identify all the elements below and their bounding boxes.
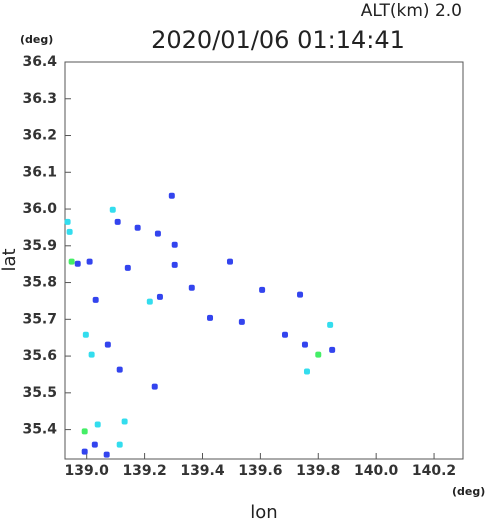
echo-point (64, 218, 71, 225)
y-tick-label: 35.8 (22, 275, 57, 291)
echo-point (207, 314, 214, 321)
x-tick-label: 139.2 (122, 463, 166, 479)
echo-point (81, 428, 88, 435)
echo-point (315, 351, 322, 358)
y-tick-label: 35.5 (22, 385, 57, 401)
echo-point (134, 224, 141, 231)
echo-point (327, 321, 334, 328)
echo-point (121, 418, 128, 425)
echo-point (86, 258, 93, 265)
y-tick-label: 35.9 (22, 238, 57, 254)
echo-point (259, 286, 266, 293)
y-tick-label: 36.3 (22, 91, 57, 107)
x-tick-label: 139.0 (65, 463, 110, 479)
echo-point (329, 346, 336, 353)
echo-point (92, 296, 99, 303)
plot-frame (64, 61, 464, 460)
echo-point (301, 341, 308, 348)
y-tick-label: 35.4 (22, 422, 57, 438)
echo-point (171, 261, 178, 268)
echo-point (104, 341, 111, 348)
y-tick-label: 35.6 (22, 348, 57, 364)
x-unit: (deg) (452, 485, 485, 498)
y-tick-label: 36.1 (22, 164, 57, 180)
y-tick-label: 36.4 (22, 54, 57, 70)
x-tick-label: 140.0 (354, 463, 399, 479)
x-axis-label: lon (250, 502, 277, 521)
y-tick-label: 36.0 (22, 201, 57, 217)
chart-title: 2020/01/06 01:14:41 (151, 26, 405, 54)
y-unit: (deg) (20, 33, 53, 46)
echo-point (74, 260, 81, 267)
x-tick-label: 139.8 (296, 463, 340, 479)
x-tick-label: 139.4 (180, 463, 225, 479)
echo-point (94, 421, 101, 428)
echo-point (68, 258, 75, 265)
x-tick-label: 140.2 (412, 463, 456, 479)
echo-point (156, 293, 163, 300)
echo-point (116, 441, 123, 448)
echo-point (151, 383, 158, 390)
chart-subtitle: ALT(km) 2.0 (361, 1, 462, 21)
echo-point (116, 366, 123, 373)
echo-point (81, 448, 88, 455)
echo-point (66, 228, 73, 235)
echo-point (238, 318, 245, 325)
x-tick-label: 139.6 (238, 463, 282, 479)
y-axis-label: lat (0, 248, 20, 271)
echo-point (88, 351, 95, 358)
echo-point (281, 331, 288, 338)
y-tick-label: 36.2 (22, 128, 57, 144)
echo-point (188, 284, 195, 291)
echo-point (297, 291, 304, 298)
echo-point (303, 368, 310, 375)
echo-point (154, 230, 161, 237)
echo-point (171, 241, 178, 248)
echo-point (82, 331, 89, 338)
echo-point (109, 206, 116, 213)
echo-point (91, 441, 98, 448)
echo-point (124, 264, 131, 271)
echo-point (146, 298, 153, 305)
y-tick-label: 35.7 (22, 311, 57, 327)
echo-point (168, 192, 175, 199)
echo-point (103, 451, 110, 458)
echo-point (226, 258, 233, 265)
echo-point (114, 218, 121, 225)
